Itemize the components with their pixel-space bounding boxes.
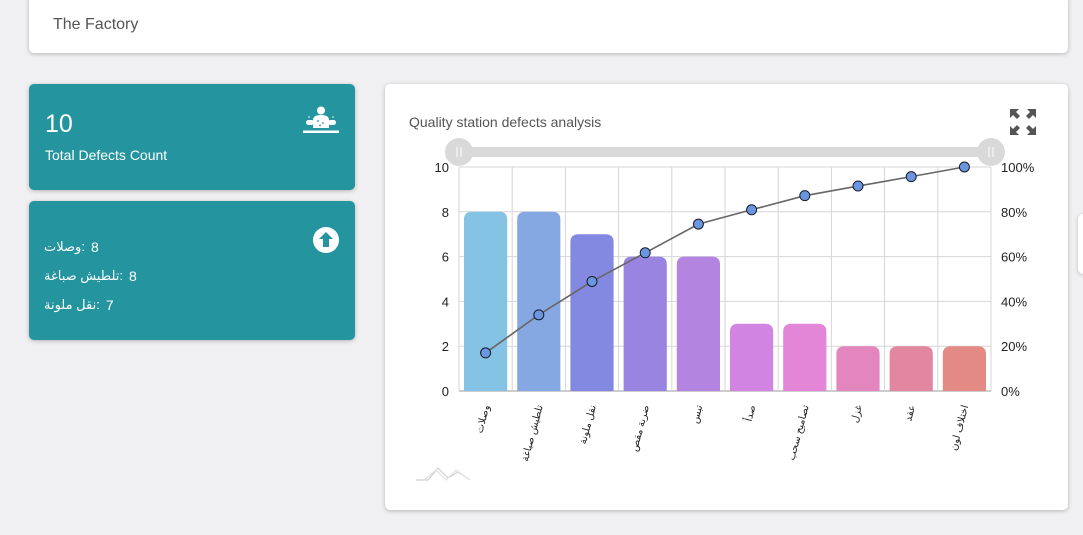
bar — [730, 323, 774, 391]
y-right-tick-label: 0% — [1001, 384, 1020, 399]
bar — [517, 211, 561, 391]
line-point — [480, 347, 492, 359]
slider-track[interactable] — [459, 147, 991, 157]
x-tick-label: ضربة مقص — [629, 404, 652, 453]
expand-arrows-icon[interactable] — [1010, 109, 1036, 135]
list-item: وصلات: 8 — [44, 232, 137, 261]
x-tick-label: وصلات — [474, 404, 492, 435]
line-point — [799, 190, 811, 202]
total-defects-label: Total Defects Count — [45, 147, 168, 163]
line-point — [905, 171, 917, 183]
bar — [570, 234, 614, 391]
x-axis: وصلات تلطيش صباغة نقل ملونة ضربة مقص تبس صدأ ت… — [474, 403, 971, 462]
list-item: نقل ملونة: 7 — [44, 290, 137, 319]
quality-inspector-icon — [303, 106, 339, 133]
defect-label: نقل ملونة: — [44, 296, 100, 312]
y-left-tick-label: 6 — [442, 250, 449, 265]
y-left-tick-label: 4 — [442, 294, 449, 309]
y-left-tick-label: 0 — [442, 384, 449, 399]
y-right-tick-label: 40% — [1001, 294, 1027, 309]
line-point — [639, 247, 651, 259]
y-right-tick-label: 80% — [1001, 205, 1027, 220]
range-slider[interactable] — [445, 138, 1005, 166]
y-left-tick-label: 8 — [442, 205, 449, 220]
line-point — [852, 180, 864, 192]
page-title: The Factory — [53, 16, 139, 33]
x-tick-label: تلطيش صباغة — [520, 404, 546, 463]
x-tick-label: صدأ — [742, 403, 759, 422]
side-panel-tab[interactable] — [1078, 214, 1083, 274]
defect-count: 7 — [105, 296, 114, 313]
slider-handle-left[interactable] — [445, 138, 473, 166]
x-tick-label: تصاميح سحب — [786, 404, 811, 462]
line-point — [746, 204, 758, 216]
bar — [783, 323, 827, 391]
line-point — [533, 309, 545, 321]
y-right-tick-label: 20% — [1001, 339, 1027, 354]
y-left-tick-label: 10 — [435, 160, 449, 175]
bar — [889, 346, 933, 391]
x-tick-label: عقد — [903, 404, 918, 423]
chart-title: Quality station defects analysis — [409, 114, 601, 130]
cumulative-line — [485, 166, 965, 354]
top-defects-list: وصلات: 8 تلطيش صباغة: 8 نقل ملونة: 7 — [44, 232, 137, 319]
defect-label: تلطيش صباغة: — [44, 267, 124, 283]
navigator-mini-chart-icon — [416, 467, 471, 481]
line-point — [958, 161, 970, 173]
total-defects-value: 10 — [45, 110, 73, 138]
chart-grid — [458, 166, 992, 392]
list-item: تلطيش صباغة: 8 — [44, 261, 137, 290]
x-tick-label: غزل — [850, 404, 865, 424]
bar-series — [464, 211, 986, 391]
chart-card: Quality station defects analysis 0 2 4 6 8 10 — [385, 84, 1068, 510]
y-right-tick-label: 100% — [1001, 160, 1035, 175]
y-axis-right: 0% 20% 40% 60% 80% 100% — [1001, 160, 1035, 399]
y-left-tick-label: 2 — [442, 339, 449, 354]
total-defects-card: 10 Total Defects Count — [29, 84, 355, 190]
x-tick-label: اختلاف لون — [949, 404, 972, 452]
bar — [676, 256, 720, 391]
arrow-up-circle-icon[interactable] — [312, 226, 340, 254]
bar — [464, 211, 508, 391]
slider-handle-right[interactable] — [977, 138, 1005, 166]
y-axis-left: 0 2 4 6 8 10 — [435, 160, 449, 399]
header-card: The Factory — [29, 0, 1068, 53]
y-right-tick-label: 60% — [1001, 250, 1027, 265]
top-defects-card: وصلات: 8 تلطيش صباغة: 8 نقل ملونة: 7 — [29, 201, 355, 340]
line-point — [586, 275, 598, 287]
pareto-chart: Quality station defects analysis 0 2 4 6 8 10 — [409, 109, 1036, 481]
bar — [623, 256, 667, 391]
cumulative-line-series — [480, 161, 970, 359]
bar — [942, 346, 986, 391]
bar — [836, 346, 880, 391]
line-point — [692, 218, 704, 230]
defect-count: 8 — [90, 238, 99, 255]
x-tick-label: نقل ملونة — [578, 404, 599, 446]
defect-label: وصلات: — [44, 238, 85, 254]
defect-count: 8 — [129, 267, 137, 284]
x-tick-label: تبس — [690, 404, 705, 425]
